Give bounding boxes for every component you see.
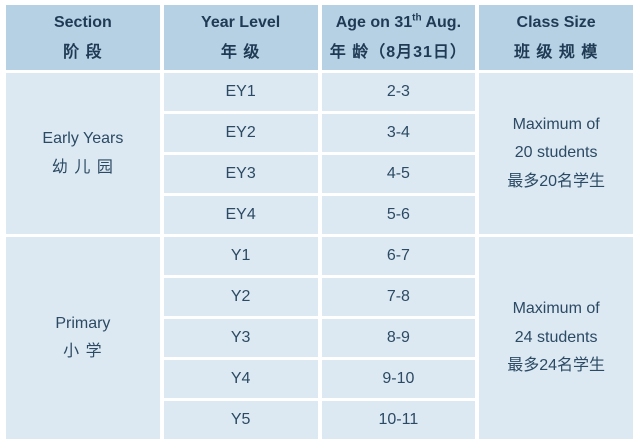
year-cell: Y4 xyxy=(163,360,318,398)
table-row: Early Years 幼 儿 园 EY1 2-3 Maximum of 20 … xyxy=(6,73,633,234)
year-cell: Y1 xyxy=(163,237,318,275)
table-row: EY2 3-4 xyxy=(6,114,633,152)
header-section-en: Section xyxy=(53,13,112,31)
class-size-line: Maximum of xyxy=(512,115,600,133)
section-name-en: Primary xyxy=(55,314,111,332)
table-row: EY4 5-6 xyxy=(6,196,633,234)
age-cell: 6-7 xyxy=(321,237,476,275)
age-cell: 9-10 xyxy=(321,360,476,398)
year-cell: EY4 xyxy=(163,196,318,234)
header-section-zh: 阶 段 xyxy=(63,43,103,61)
year-cell: EY2 xyxy=(163,114,318,152)
section-cell-primary: Primary 小 学 xyxy=(6,237,160,439)
section-name-en: Early Years xyxy=(42,130,124,148)
table-row: Y4 9-10 xyxy=(6,360,633,398)
section-name-zh: 幼 儿 园 xyxy=(51,158,114,176)
age-cell: 3-4 xyxy=(321,114,476,152)
table-row: EY3 4-5 xyxy=(6,155,633,193)
age-cell: 8-9 xyxy=(321,319,476,357)
header-class-size-zh: 班 级 规 模 xyxy=(513,43,599,61)
age-cell: 5-6 xyxy=(321,196,476,234)
class-size-cell-early-years: Maximum of 20 students 最多20名学生 xyxy=(479,73,633,234)
class-size-line: 最多20名学生 xyxy=(507,172,606,190)
age-cell: 7-8 xyxy=(321,278,476,316)
header-class-size: Class Size 班 级 规 模 xyxy=(479,5,633,70)
header-age: Age on 31th Aug. 年 龄（8月31日） xyxy=(321,5,476,70)
header-year-level-en: Year Level xyxy=(201,13,281,31)
class-size-cell-primary: Maximum of 24 students 最多24名学生 xyxy=(479,237,633,439)
year-cell: EY1 xyxy=(163,73,318,111)
year-cell: EY3 xyxy=(163,155,318,193)
header-class-size-en: Class Size xyxy=(516,13,596,31)
section-cell-early-years: Early Years 幼 儿 园 xyxy=(6,73,160,234)
section-name-zh: 小 学 xyxy=(63,343,103,360)
class-size-line: 24 students xyxy=(514,328,598,346)
age-cell: 2-3 xyxy=(321,73,476,111)
year-cell: Y3 xyxy=(163,319,318,357)
header-age-zh: 年 龄（8月31日） xyxy=(329,43,467,61)
header-year-level: Year Level 年 级 xyxy=(163,5,318,70)
class-size-line: Maximum of xyxy=(512,300,600,318)
age-cell: 4-5 xyxy=(321,155,476,193)
header-row: Section 阶 段 Year Level 年 级 Age on 31th A… xyxy=(6,5,633,70)
header-age-en: Age on 31th Aug. xyxy=(335,12,462,31)
school-structure-table: Section 阶 段 Year Level 年 级 Age on 31th A… xyxy=(2,2,637,442)
table-row: Y5 10-11 xyxy=(6,401,633,439)
table-row: Y3 8-9 xyxy=(6,319,633,357)
table-row: Y2 7-8 xyxy=(6,278,633,316)
year-cell: Y5 xyxy=(163,401,318,439)
ordinal-superscript: th xyxy=(412,12,422,24)
table-row: Primary 小 学 Y1 6-7 Maximum of 24 student… xyxy=(6,237,633,439)
header-year-level-zh: 年 级 xyxy=(220,43,261,61)
age-cell: 10-11 xyxy=(321,401,476,439)
class-size-line: 20 students xyxy=(514,144,598,162)
year-cell: Y2 xyxy=(163,278,318,316)
class-size-line: 最多24名学生 xyxy=(507,357,606,375)
header-section: Section 阶 段 xyxy=(6,5,160,70)
